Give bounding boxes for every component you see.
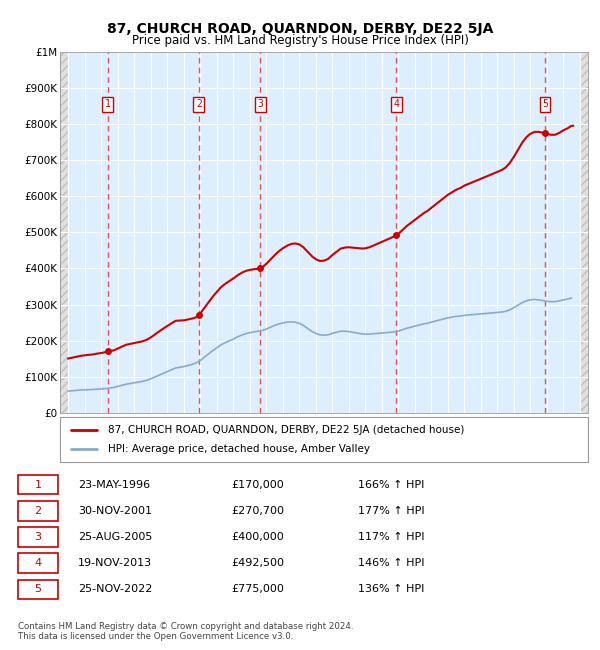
Text: 1: 1 xyxy=(34,480,41,489)
Text: 5: 5 xyxy=(542,99,548,109)
Text: HPI: Average price, detached house, Amber Valley: HPI: Average price, detached house, Ambe… xyxy=(107,444,370,454)
Text: 30-NOV-2001: 30-NOV-2001 xyxy=(78,506,152,515)
Text: 25-AUG-2005: 25-AUG-2005 xyxy=(78,532,152,542)
Text: 87, CHURCH ROAD, QUARNDON, DERBY, DE22 5JA: 87, CHURCH ROAD, QUARNDON, DERBY, DE22 5… xyxy=(107,22,493,36)
Text: 166% ↑ HPI: 166% ↑ HPI xyxy=(358,480,424,489)
Text: 5: 5 xyxy=(34,584,41,594)
FancyBboxPatch shape xyxy=(18,474,58,495)
Text: £775,000: £775,000 xyxy=(231,584,284,594)
Text: 177% ↑ HPI: 177% ↑ HPI xyxy=(358,506,424,515)
Text: £492,500: £492,500 xyxy=(231,558,284,568)
FancyBboxPatch shape xyxy=(18,553,58,573)
FancyBboxPatch shape xyxy=(18,580,58,599)
Text: 117% ↑ HPI: 117% ↑ HPI xyxy=(358,532,424,542)
Text: 4: 4 xyxy=(34,558,41,568)
Text: 1: 1 xyxy=(105,99,110,109)
Text: £400,000: £400,000 xyxy=(231,532,284,542)
FancyBboxPatch shape xyxy=(18,527,58,547)
FancyBboxPatch shape xyxy=(18,501,58,521)
Text: 2: 2 xyxy=(34,506,41,515)
Text: Contains HM Land Registry data © Crown copyright and database right 2024.
This d: Contains HM Land Registry data © Crown c… xyxy=(18,622,353,642)
Text: 19-NOV-2013: 19-NOV-2013 xyxy=(78,558,152,568)
Text: Price paid vs. HM Land Registry's House Price Index (HPI): Price paid vs. HM Land Registry's House … xyxy=(131,34,469,47)
Text: 3: 3 xyxy=(257,99,263,109)
Text: 3: 3 xyxy=(34,532,41,542)
Text: £170,000: £170,000 xyxy=(231,480,284,489)
Text: 23-MAY-1996: 23-MAY-1996 xyxy=(78,480,151,489)
Text: 2: 2 xyxy=(196,99,202,109)
Text: 4: 4 xyxy=(394,99,399,109)
FancyBboxPatch shape xyxy=(60,417,588,462)
Text: 146% ↑ HPI: 146% ↑ HPI xyxy=(358,558,424,568)
Text: 25-NOV-2022: 25-NOV-2022 xyxy=(78,584,152,594)
Text: £270,700: £270,700 xyxy=(231,506,284,515)
Text: 87, CHURCH ROAD, QUARNDON, DERBY, DE22 5JA (detached house): 87, CHURCH ROAD, QUARNDON, DERBY, DE22 5… xyxy=(107,424,464,435)
Text: 136% ↑ HPI: 136% ↑ HPI xyxy=(358,584,424,594)
